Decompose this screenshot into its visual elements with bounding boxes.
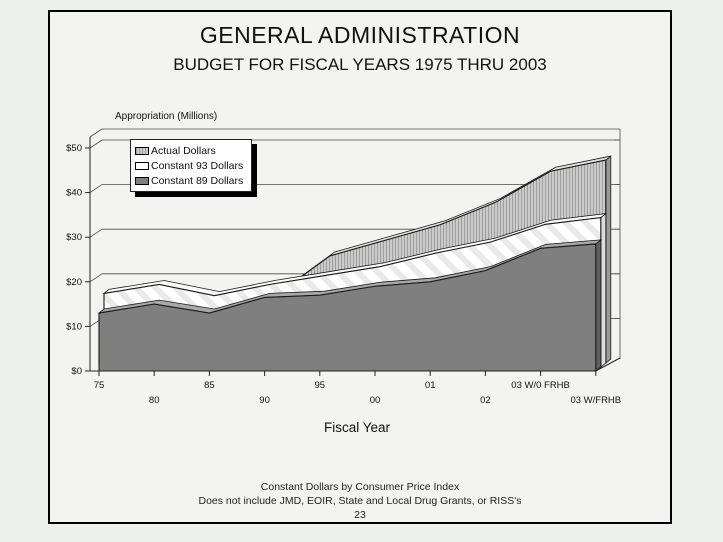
legend-label: Constant 89 Dollars (151, 174, 244, 187)
y-tick-label: $30 (66, 232, 82, 243)
x-tick-label: 75 (94, 380, 105, 391)
x-tick-label: 02 (480, 395, 491, 406)
legend-item-actual-dollars: Actual Dollars (135, 143, 243, 158)
legend-item-constant-93-dollars: Constant 93 Dollars (135, 158, 243, 173)
series-side-face (605, 155, 612, 364)
y-tick-label: $10 (66, 321, 82, 332)
x-tick-label: 01 (425, 380, 436, 391)
legend-swatch-icon (135, 176, 149, 185)
slide-subtitle: BUDGET FOR FISCAL YEARS 1975 THRU 2003 (173, 55, 547, 74)
footer-note-1: Constant Dollars by Consumer Price Index (260, 481, 460, 493)
chart-legend: Actual Dollars Constant 93 Dollars Constan… (130, 139, 253, 192)
series-side-face (600, 212, 607, 368)
budget-3d-area-chart: Appropriation (Millions) $0$10$20$30$40$… (66, 111, 621, 435)
area-series (97, 155, 612, 372)
area-series-constant-89-dollars (98, 243, 597, 372)
footer-note-2: Does not include JMD, EOIR, State and Lo… (198, 495, 522, 507)
x-tick-label: 90 (259, 395, 270, 406)
slide-footer: Constant Dollars by Consumer Price Index… (50, 480, 670, 522)
y-tick-label: $20 (66, 277, 82, 288)
x-tick-label: 80 (149, 395, 160, 406)
legend-swatch-icon (135, 161, 149, 170)
x-tick-label: 00 (370, 395, 381, 406)
y-tick-label: $50 (66, 143, 82, 154)
slide-title: GENERAL ADMINISTRATION (199, 22, 521, 48)
legend-label: Actual Dollars (151, 144, 216, 157)
y-tick-label: $0 (71, 366, 82, 377)
y-tick-label: $40 (66, 188, 82, 199)
y-axis-title: Appropriation (Millions) (115, 111, 217, 122)
page-number: 23 (354, 509, 366, 521)
legend-item-constant-89-dollars: Constant 89 Dollars (135, 173, 243, 188)
y-axis-labels: $0 $10 $20 $30 $40 $50 (66, 143, 82, 377)
legend-swatch-icon (135, 146, 149, 155)
x-tick-label: 95 (315, 380, 326, 391)
axes (85, 137, 621, 376)
slide: GENERAL ADMINISTRATION BUDGET FOR FISCAL… (48, 10, 672, 524)
series-side-face (595, 239, 602, 372)
x-tick-label: 03 W/0 FRHB (511, 380, 570, 391)
x-axis-title: Fiscal Year (324, 420, 391, 435)
legend-label: Constant 93 Dollars (151, 159, 244, 172)
x-tick-label: 03 W/FRHB (570, 395, 621, 406)
x-tick-label: 85 (204, 380, 215, 391)
